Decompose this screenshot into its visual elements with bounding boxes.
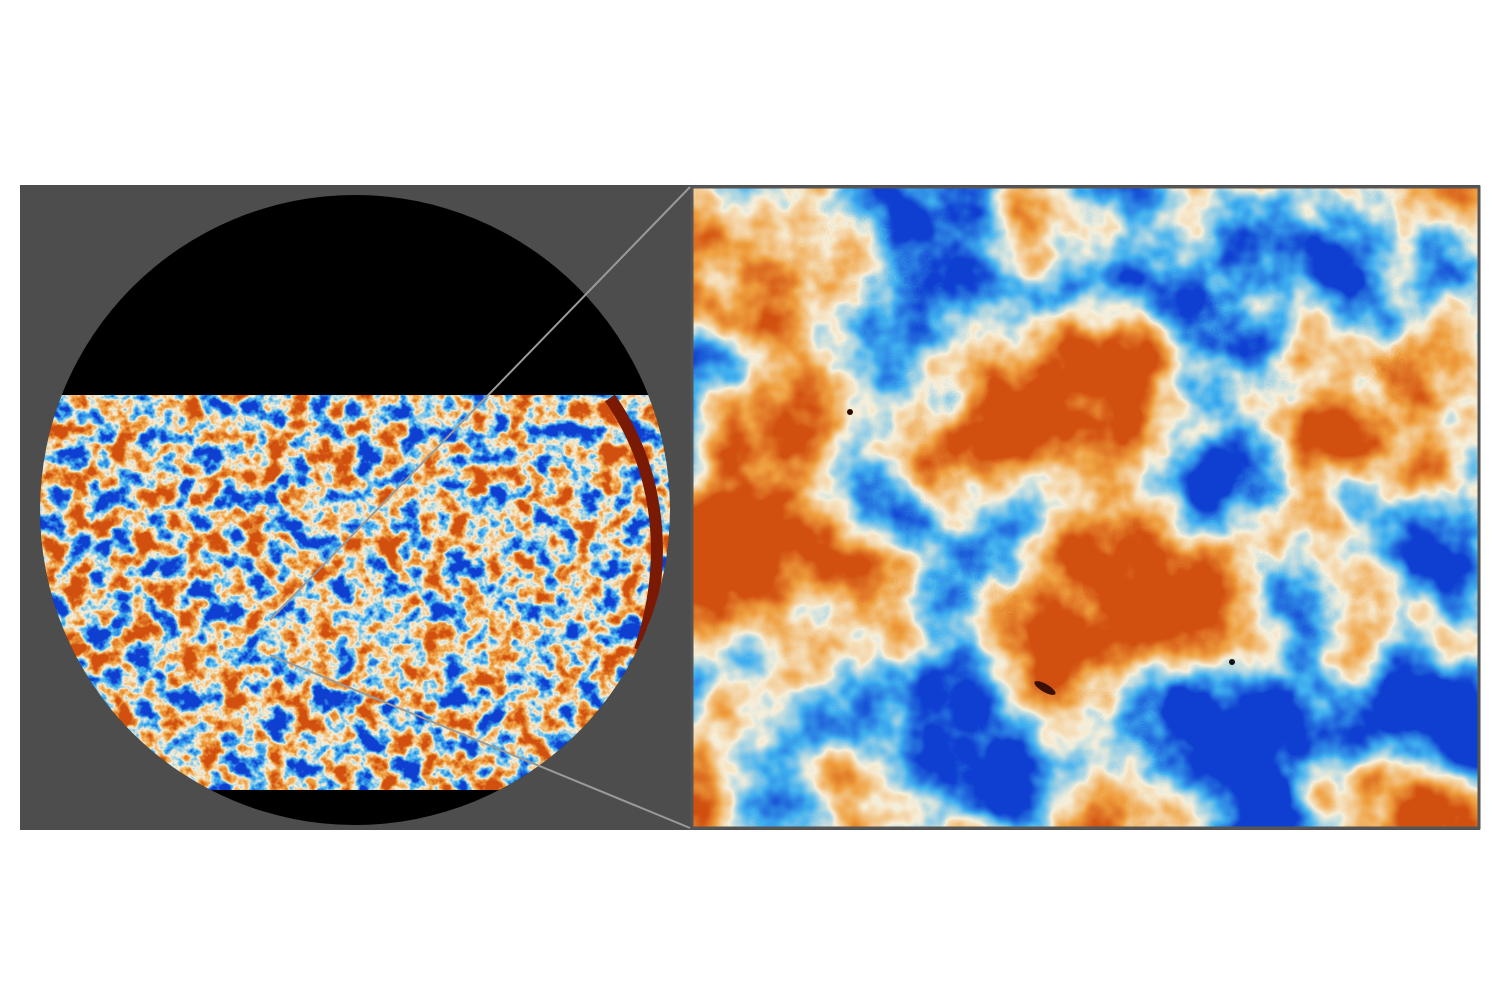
zoom-line xyxy=(269,186,691,621)
point-source xyxy=(1034,681,1056,695)
point-source xyxy=(847,409,853,415)
sky-map xyxy=(40,195,670,825)
point-source xyxy=(1229,659,1235,665)
zoom-map xyxy=(693,188,1478,827)
zoom-temperature-map xyxy=(693,188,1478,827)
zoom-line xyxy=(269,654,691,829)
zoom-frame xyxy=(690,185,1481,830)
temperature-map xyxy=(40,395,670,790)
galactic-emission xyxy=(605,394,663,652)
